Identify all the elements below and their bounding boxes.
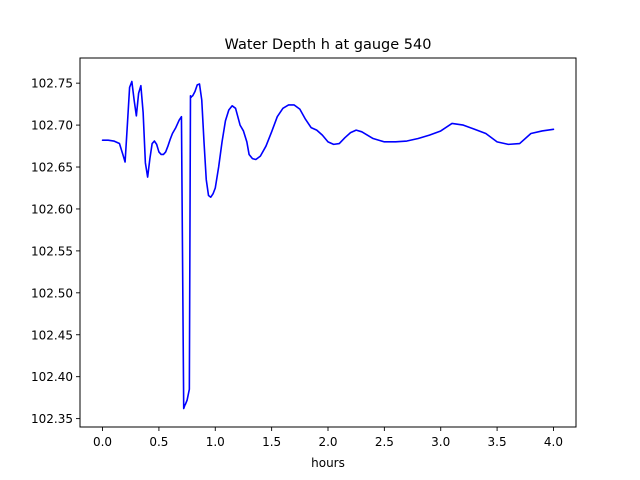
x-tick-label: 4.0 <box>544 435 563 449</box>
y-tick-label: 102.35 <box>31 412 73 426</box>
y-tick-label: 102.60 <box>31 202 73 216</box>
series-line-0 <box>101 80 555 410</box>
plot-area <box>101 80 555 410</box>
y-axis: 102.35 102.40 102.45 102.50 102.55 102.60 102.… <box>31 77 80 426</box>
x-tick-label: 0.0 <box>93 435 112 449</box>
y-tick-label: 102.75 <box>31 77 73 91</box>
x-tick-label: 3.5 <box>488 435 507 449</box>
y-tick-label: 102.70 <box>31 119 73 133</box>
axes-frame <box>79 57 577 428</box>
y-tick-label: 102.40 <box>31 370 73 384</box>
y-tick-label: 102.45 <box>31 328 73 342</box>
x-tick-label: 1.5 <box>262 435 281 449</box>
x-tick-label: 3.0 <box>431 435 450 449</box>
x-axis-label: hours <box>311 456 345 470</box>
x-tick-label: 0.5 <box>149 435 168 449</box>
chart-title: Water Depth h at gauge 540 <box>225 37 432 53</box>
x-tick-label: 1.0 <box>206 435 225 449</box>
x-tick-label: 2.5 <box>375 435 394 449</box>
x-axis: 0.0 0.5 1.0 1.5 2.0 2.5 3.0 3.5 4.0 <box>93 427 563 449</box>
y-tick-label: 102.55 <box>31 244 73 258</box>
y-tick-label: 102.50 <box>31 286 73 300</box>
x-tick-label: 2.0 <box>318 435 337 449</box>
y-tick-label: 102.65 <box>31 161 73 175</box>
